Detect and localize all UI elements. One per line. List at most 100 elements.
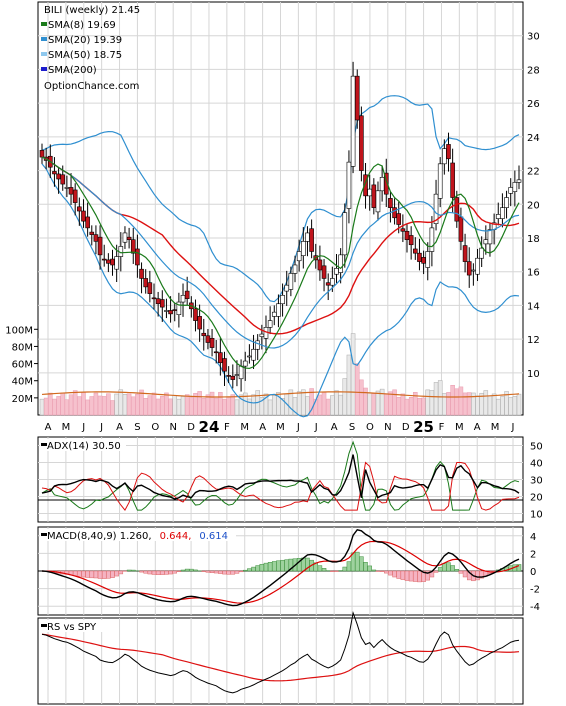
candle-body (139, 268, 144, 279)
candle-body (52, 171, 57, 175)
macd-histogram-bar (155, 570, 161, 575)
volume-bar (305, 396, 310, 416)
volume-bar (433, 382, 439, 416)
volume-tick-label: 60M (12, 360, 33, 371)
candle-body (342, 212, 348, 256)
volume-bar (56, 396, 61, 416)
volume-bar (466, 392, 472, 416)
volume-bar (392, 389, 397, 416)
volume-bar (321, 392, 327, 416)
rs-swatch (41, 624, 47, 627)
sma20-line (41, 156, 520, 349)
volume-bar (43, 397, 49, 416)
price-tick-label: 30 (527, 32, 540, 43)
candle-body (516, 179, 522, 183)
volume-bar (164, 392, 169, 416)
x-tick-label: M (491, 422, 500, 433)
x-tick-label: F (224, 422, 230, 433)
candle-body (180, 295, 186, 303)
candle-body (251, 348, 256, 361)
x-tick-label: S (349, 422, 355, 433)
price-tick-label: 24 (527, 133, 540, 144)
macd-histogram-bar (97, 570, 103, 579)
candle-body (197, 316, 202, 330)
volume-bar (375, 390, 381, 416)
candle-body (213, 351, 219, 354)
volume-axis: 20M 40M 60M 80M 100M (5, 325, 38, 405)
macd-histogram-bar (114, 570, 119, 577)
candle-body (130, 239, 136, 254)
candle-body (471, 269, 476, 272)
volume-bar (487, 395, 493, 416)
candle-body (101, 258, 107, 261)
volume-bar (425, 389, 430, 416)
macd-histogram-bar (222, 570, 227, 575)
candle-body (280, 295, 285, 305)
macd-histogram-bar (263, 562, 269, 572)
macd-histogram-bar (139, 570, 144, 573)
volume-bar (475, 395, 480, 416)
moving-averages (41, 156, 520, 370)
volume-bar (172, 395, 177, 416)
legend-swatch (41, 52, 47, 56)
bollinger-upper (41, 95, 520, 303)
adx-panel: 10 20 30 40 50 ADX(14) 30.50 (37, 436, 543, 523)
candle-body (255, 340, 260, 350)
candle-body (267, 320, 273, 328)
volume-bar (500, 396, 505, 416)
candle-body (305, 232, 310, 242)
x-tick-label: N (384, 422, 391, 433)
volume-bar (404, 398, 410, 416)
macd-histogram-bar (81, 570, 86, 578)
volume-bar (334, 390, 339, 416)
candle-body (209, 337, 215, 348)
svg-text:MACD(8,40,9) 1.260,0.644,0.614: MACD(8,40,9) 1.260, 0.644, 0.614 (47, 531, 228, 542)
volume-bar (496, 398, 501, 416)
macd-histogram-bar (85, 570, 90, 578)
candle-body (93, 234, 99, 242)
price-axis: 10 12 14 16 18 20 22 24 26 28 30 (527, 32, 540, 380)
x-tick-label: A (474, 422, 481, 433)
candle-body (495, 214, 501, 219)
volume-bar (131, 396, 136, 416)
volume-bar (213, 397, 219, 416)
macd-histogram-bar (400, 570, 406, 580)
volume-bar (39, 398, 45, 416)
candle-body (417, 252, 422, 262)
macd-histogram-bar (230, 570, 236, 575)
candle-body (367, 188, 372, 197)
candle-body (446, 144, 451, 160)
volume-bar (342, 378, 348, 416)
candle-body (413, 248, 418, 254)
rs-panel: RS vs SPY (37, 610, 524, 705)
macd-histogram-bar (367, 565, 372, 572)
macd-histogram-bar (280, 559, 285, 572)
volume-bar (296, 391, 302, 416)
adx-tick-label: 50 (530, 442, 543, 453)
adx-line (41, 454, 520, 500)
rs-average-line (41, 633, 520, 682)
candle-body (184, 290, 190, 299)
candle-body (218, 352, 223, 364)
volume-bar (122, 394, 128, 416)
macd-histogram-bar (168, 570, 173, 575)
macd-value: 0.644, (160, 531, 192, 542)
candle-body (205, 335, 211, 343)
legend-swatch (41, 37, 47, 41)
macd-histogram-bar (106, 570, 111, 579)
volume-bar (317, 394, 323, 416)
volume-bar (458, 386, 464, 416)
candle-body (317, 259, 323, 271)
macd-tick-label: 0 (530, 567, 536, 578)
adx-tick-label: 30 (530, 476, 543, 487)
macd-histogram-bar (450, 565, 455, 572)
volume-bar (205, 394, 211, 416)
macd-histogram-bar (72, 570, 78, 576)
macd-histogram-bar (118, 570, 124, 575)
x-tick-label: A (331, 422, 338, 433)
candle-body (396, 213, 402, 225)
macd-histogram-bar (89, 570, 95, 579)
candle-body (247, 355, 252, 358)
legend-entry: SMA(8) 19.69 (48, 20, 116, 31)
volume-average-line (41, 391, 520, 398)
